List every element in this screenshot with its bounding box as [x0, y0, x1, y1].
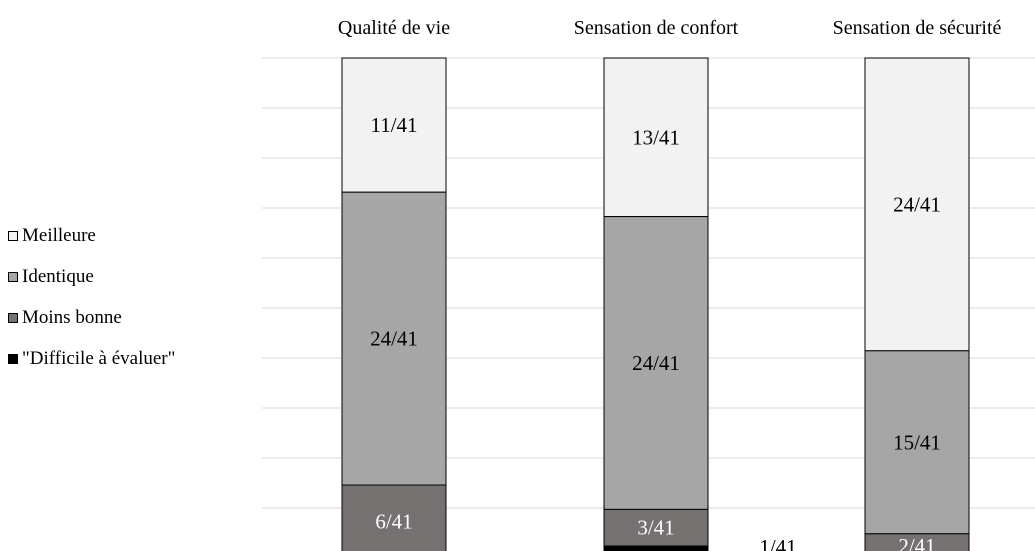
data-label: 13/41 — [632, 125, 680, 149]
data-label: 15/41 — [893, 430, 941, 454]
legend-item: Identique — [8, 256, 175, 297]
data-label: 24/41 — [370, 327, 418, 351]
category-titles: Qualité de vie Sensation de confort Sensat… — [338, 17, 1002, 39]
legend-swatch — [8, 353, 18, 364]
bar-segment — [603, 216, 709, 510]
legend-label: Moins bonne — [22, 306, 122, 328]
bar-segment — [864, 533, 970, 551]
data-label: 2/41 — [898, 534, 935, 551]
bar-segment — [864, 350, 970, 535]
legend-label: Meilleure — [22, 224, 96, 246]
data-label: 1/41 — [759, 535, 796, 551]
data-label: 3/41 — [637, 516, 674, 540]
legend-label: Identique — [22, 265, 94, 287]
bar-segment — [603, 57, 709, 218]
bar-segment — [341, 57, 447, 193]
data-label: 11/41 — [370, 113, 417, 137]
legend-item: Meilleure — [8, 215, 175, 256]
legend-item: Moins bonne — [8, 297, 175, 338]
legend-swatch — [8, 271, 18, 282]
bar-segment — [341, 484, 447, 551]
data-label: 24/41 — [632, 351, 680, 375]
bar-segment — [341, 191, 447, 486]
legend: Meilleure Identique Moins bonne "Difficile … — [8, 215, 175, 379]
data-label: 6/41 — [375, 510, 412, 534]
legend-swatch — [8, 230, 18, 241]
data-label: 24/41 — [893, 192, 941, 216]
category-label: Sensation de sécurité — [833, 17, 1002, 39]
category-label: Sensation de confort — [574, 17, 739, 39]
bars — [341, 57, 970, 551]
bar-segment — [603, 545, 709, 551]
legend-item: "Difficile à évaluer" — [8, 338, 175, 379]
category-label: Qualité de vie — [338, 17, 450, 39]
bar-segment — [864, 57, 970, 352]
data-labels: 11/41 24/41 6/41 13/41 24/41 3/41 1/41 24/41 15/… — [370, 113, 941, 551]
legend-label: "Difficile à évaluer" — [22, 347, 176, 369]
bar-segment — [603, 508, 709, 547]
legend-swatch — [8, 312, 18, 323]
